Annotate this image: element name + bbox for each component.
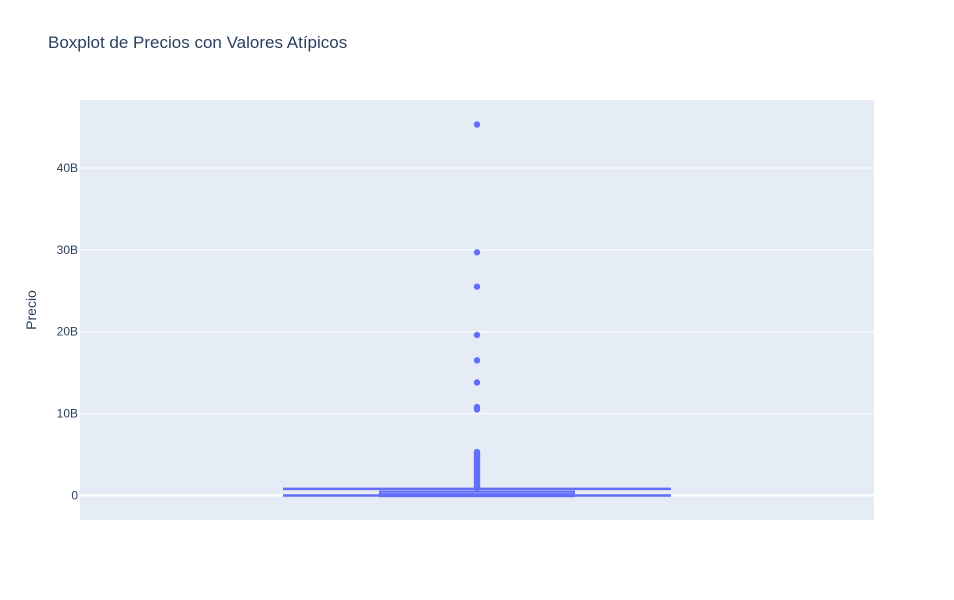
outlier-point[interactable] [473,406,481,413]
outlier-point[interactable] [473,249,481,256]
chart-title: Boxplot de Precios con Valores Atípicos [48,33,348,52]
outlier-point[interactable] [473,331,481,339]
y-tick-label: 40B [57,161,78,175]
y-tick-label: 10B [57,407,78,421]
outlier-point[interactable] [473,357,481,364]
y-axis-title: Precio [23,290,39,330]
y-tick-label: 0 [71,488,78,502]
y-tick-label: 30B [57,243,78,257]
y-tick-label: 20B [57,325,78,339]
outlier-point[interactable] [473,379,481,386]
outlier-point[interactable] [473,283,481,290]
outlier-points[interactable] [473,121,481,491]
outlier-point[interactable] [473,121,481,128]
y-axis-ticks: 0 10B 20B 30B 40B [57,161,79,502]
outlier-point[interactable] [473,484,481,491]
